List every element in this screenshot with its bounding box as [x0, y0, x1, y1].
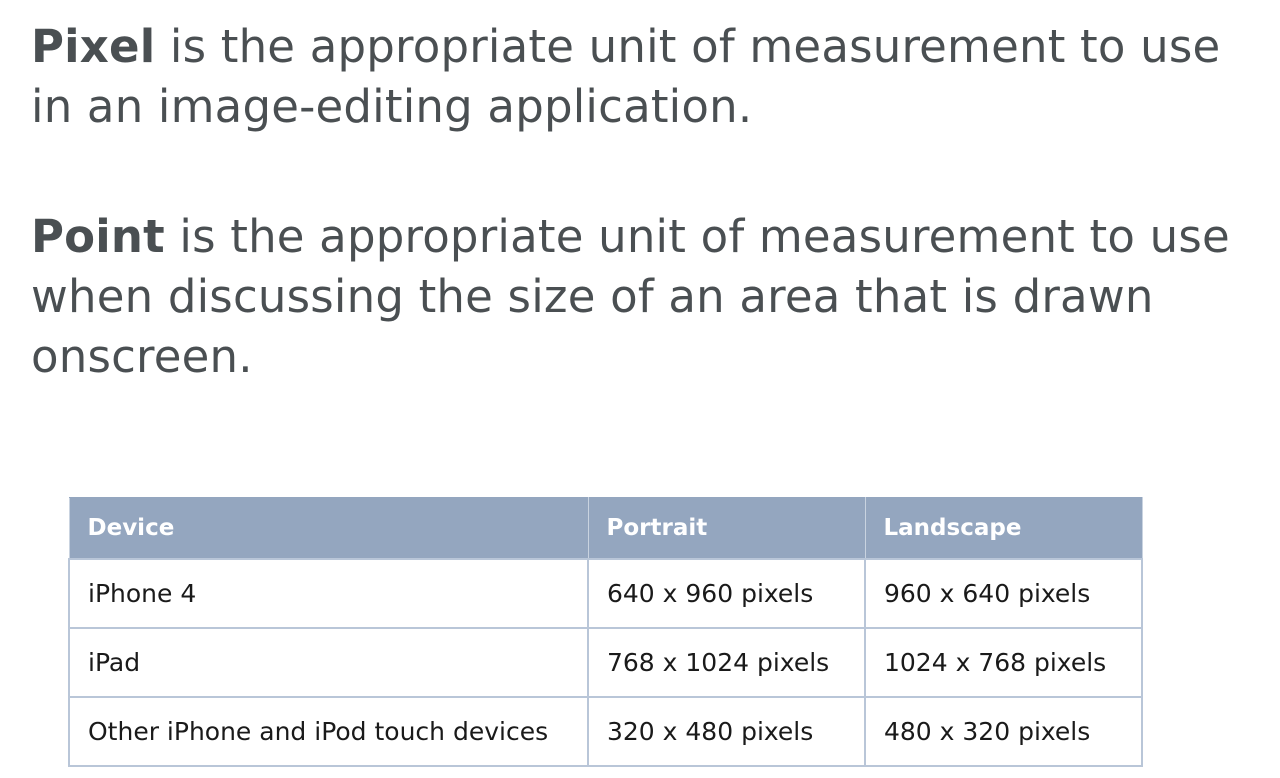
header-device: Device — [68, 497, 589, 560]
pixel-term: Pixel — [31, 20, 156, 73]
resolution-table: Device Portrait Landscape iPhone 4 640 x… — [68, 497, 1143, 767]
cell-landscape: 1024 x 768 pixels — [864, 627, 1143, 698]
table-row: iPad 768 x 1024 pixels 1024 x 768 pixels — [68, 627, 1143, 698]
cell-device: iPhone 4 — [68, 558, 589, 629]
pixel-definition-paragraph: Pixel is the appropriate unit of measure… — [31, 17, 1251, 137]
point-definition-text: is the appropriate unit of measurement t… — [31, 210, 1230, 383]
point-definition-paragraph: Point is the appropriate unit of measure… — [31, 207, 1251, 387]
header-portrait: Portrait — [587, 497, 866, 560]
cell-portrait: 768 x 1024 pixels — [587, 627, 866, 698]
cell-portrait: 640 x 960 pixels — [587, 558, 866, 629]
pixel-definition-text: is the appropriate unit of measurement t… — [31, 20, 1221, 133]
cell-portrait: 320 x 480 pixels — [587, 696, 866, 767]
cell-device: iPad — [68, 627, 589, 698]
cell-landscape: 960 x 640 pixels — [864, 558, 1143, 629]
table-row: iPhone 4 640 x 960 pixels 960 x 640 pixe… — [68, 558, 1143, 629]
cell-landscape: 480 x 320 pixels — [864, 696, 1143, 767]
resolution-table-container: Device Portrait Landscape iPhone 4 640 x… — [68, 497, 1143, 767]
point-term: Point — [31, 210, 165, 263]
header-landscape: Landscape — [864, 497, 1143, 560]
table-row: Other iPhone and iPod touch devices 320 … — [68, 696, 1143, 767]
table-header-row: Device Portrait Landscape — [68, 497, 1143, 560]
cell-device: Other iPhone and iPod touch devices — [68, 696, 589, 767]
